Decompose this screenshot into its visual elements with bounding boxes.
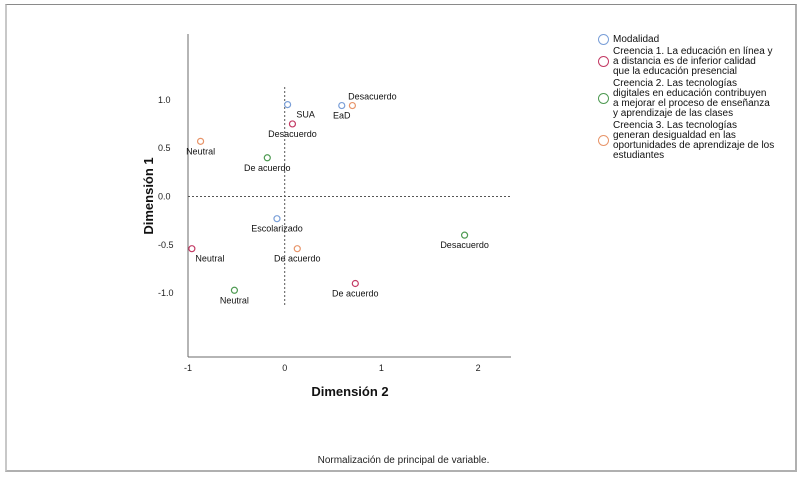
legend-label: Creencia 1. La educación en línea y: [613, 46, 773, 57]
y-tick-label: -1.0: [158, 288, 174, 298]
x-tick-label: 1: [379, 363, 384, 373]
reference-lines: [188, 87, 511, 305]
legend-item: Creencia 2. Las tecnologías digitales en …: [598, 79, 798, 119]
data-point-label: Desacuerdo: [268, 129, 317, 139]
axes: [187, 34, 511, 358]
data-point: [263, 154, 271, 162]
data-point: [348, 101, 357, 110]
legend-item: Modalidad: [598, 34, 798, 45]
data-point-label: De acuerdo: [332, 289, 379, 299]
legend: Modalidad Creencia 1. La educación en lín…: [598, 34, 798, 163]
chart-frame: [5, 4, 797, 472]
x-axis-title: Dimensión 2: [311, 384, 388, 399]
data-point: [273, 215, 281, 223]
ticks: -1 0 1 2 1.0 0.5 0.0 -0.5 -1.0: [158, 95, 481, 373]
legend-circle-icon: [598, 93, 609, 104]
data-point: [351, 279, 359, 288]
data-point-label: De acuerdo: [244, 163, 291, 173]
y-axis-title: Dimensión 1: [141, 157, 156, 234]
legend-item: Creencia 3. Las tecnologías generan desig…: [598, 121, 798, 161]
y-tick-label: -0.5: [158, 240, 174, 250]
legend-circle-icon: [598, 135, 609, 146]
x-tick-label: 2: [476, 363, 481, 373]
data-point-label: Desacuerdo: [348, 92, 397, 102]
y-tick-label: 0.0: [158, 191, 171, 201]
legend-label: y aprendizaje de las clases: [613, 108, 734, 119]
y-tick-label: 0.5: [158, 143, 171, 153]
legend-label: digitales en educación contribuyen: [613, 88, 767, 99]
legend-label: a mejorar el proceso de enseñanza: [613, 98, 770, 109]
legend-label: Creencia 2. Las tecnologías: [613, 78, 737, 89]
x-tick-label: 0: [282, 363, 287, 373]
data-point: [460, 231, 469, 239]
data-point-label: SUA: [296, 110, 315, 120]
data-point: [230, 286, 239, 294]
data-point-label: Neutral: [220, 295, 249, 305]
data-point: [288, 120, 297, 128]
data-point-label: Neutral: [195, 254, 224, 264]
data-point-label: De acuerdo: [274, 254, 321, 264]
legend-label: estudiantes: [613, 150, 665, 161]
data-point: [293, 245, 301, 253]
legend-label: Creencia 3. Las tecnologías: [613, 120, 737, 131]
y-tick-label: 1.0: [158, 95, 171, 105]
data-point-label: Desacuerdo: [440, 240, 489, 250]
legend-label: a distancia es de inferior calidad: [613, 56, 756, 67]
points: SUA EaD Escolarizado Desacuerdo Neutral De ac…: [186, 92, 489, 306]
data-point: [188, 245, 196, 253]
legend-circle-icon: [598, 56, 609, 67]
x-tick-label: -1: [184, 363, 192, 373]
legend-circle-icon: [598, 34, 609, 45]
data-point: [338, 101, 346, 110]
legend-label: que la educación presencial: [613, 66, 737, 77]
footnote: Normalización de principal de variable.: [317, 455, 490, 466]
legend-label: generan desigualdad en las: [613, 130, 736, 141]
legend-label: Modalidad: [613, 34, 660, 45]
data-point: [196, 137, 205, 145]
data-point-label: EaD: [333, 111, 351, 121]
data-point: [284, 100, 292, 109]
legend-label: oportunidades de aprendizaje de los: [613, 140, 775, 151]
data-point-label: Escolarizado: [251, 224, 303, 234]
data-point-label: Neutral: [186, 146, 215, 156]
